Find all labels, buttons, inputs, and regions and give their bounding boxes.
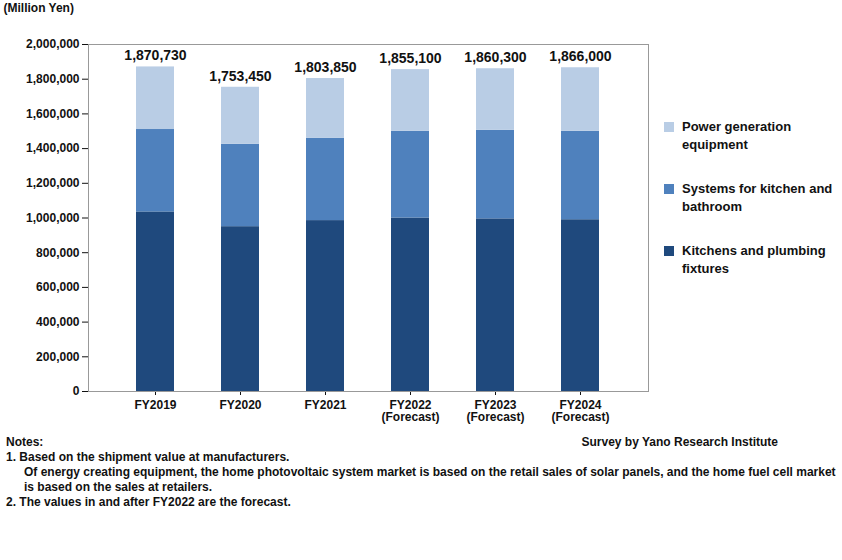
svg-text:FY2023(Forecast): FY2023(Forecast)	[466, 398, 524, 424]
svg-text:1,803,850: 1,803,850	[294, 59, 356, 75]
svg-text:2,000,000: 2,000,000	[26, 37, 80, 51]
html-text:2. The values in and after FY2: 2. The values in and after FY2022 are th…	[6, 495, 291, 509]
html-text:Kitchens and plumbing fixtures: Kitchens and plumbing fixtures	[682, 242, 826, 276]
svg-text:600,000: 600,000	[36, 280, 80, 294]
svg-text:1,200,000: 1,200,000	[26, 176, 80, 190]
html-text:Of energy creating equipment,: Of energy creating equipment, the home p…	[24, 465, 836, 494]
svg-text:1,600,000: 1,600,000	[26, 107, 80, 121]
svg-text:0: 0	[73, 384, 80, 398]
svg-text:FY2020: FY2020	[219, 398, 261, 412]
svg-text:1,870,730: 1,870,730	[124, 47, 186, 63]
svg-text:(Million Yen): (Million Yen)	[4, 1, 74, 15]
svg-text:200,000: 200,000	[36, 350, 80, 364]
html-text:1. Based on the shipment value: 1. Based on the shipment value at manufa…	[6, 450, 290, 464]
svg-text:1,866,000: 1,866,000	[549, 48, 611, 64]
svg-text:800,000: 800,000	[36, 246, 80, 260]
svg-text:1,855,100: 1,855,100	[379, 50, 441, 66]
svg-text:FY2019: FY2019	[134, 398, 176, 412]
svg-text:1,753,450: 1,753,450	[209, 68, 271, 84]
html-text:Systems for kitchen and bathro: Systems for kitchen and bathroom	[682, 180, 833, 214]
svg-text:FY2021: FY2021	[304, 398, 346, 412]
svg-text:1,400,000: 1,400,000	[26, 141, 80, 155]
svg-text:1,860,300: 1,860,300	[464, 49, 526, 65]
svg-text:1,000,000: 1,000,000	[26, 211, 80, 225]
html-text:Notes:: Notes:	[6, 435, 44, 449]
svg-text:1,800,000: 1,800,000	[26, 72, 80, 86]
svg-text:400,000: 400,000	[36, 315, 80, 329]
html-text:Survey by Yano Research Instit: Survey by Yano Research Institute	[581, 435, 778, 449]
html-text:Power generation equipment: Power generation equipment	[682, 118, 792, 152]
svg-text:FY2024(Forecast): FY2024(Forecast)	[551, 398, 609, 424]
svg-text:FY2022(Forecast): FY2022(Forecast)	[381, 398, 439, 424]
